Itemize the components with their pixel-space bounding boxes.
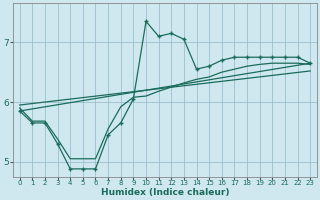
X-axis label: Humidex (Indice chaleur): Humidex (Indice chaleur)	[101, 188, 229, 197]
